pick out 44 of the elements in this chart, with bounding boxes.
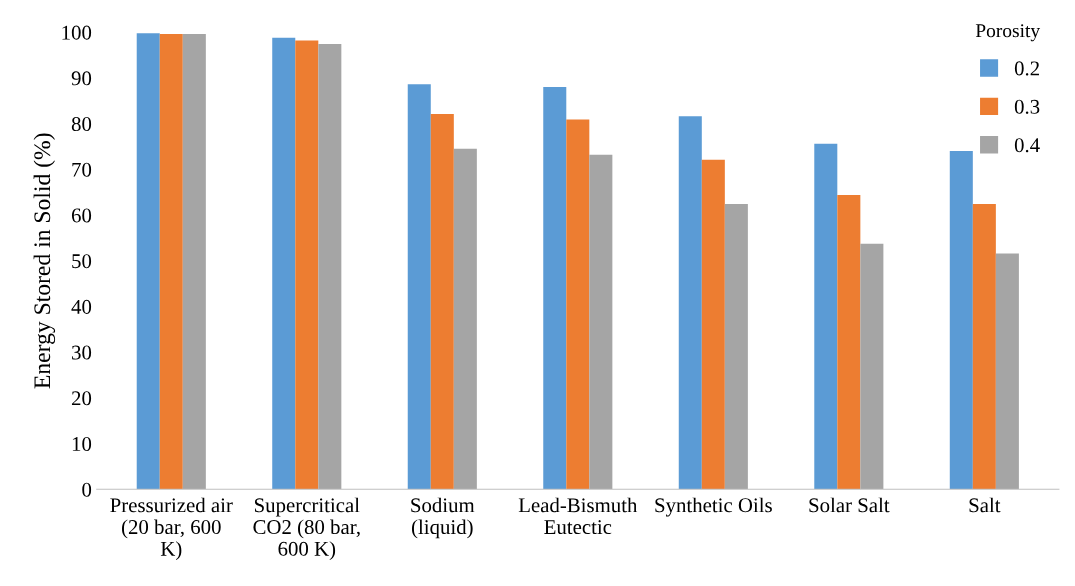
bar bbox=[837, 194, 861, 490]
bar bbox=[678, 116, 702, 490]
y-tick-label: 10 bbox=[72, 436, 92, 452]
y-axis-title: Energy Stored in Solid (%) bbox=[33, 133, 56, 389]
bar bbox=[159, 34, 183, 490]
y-tick-label: 80 bbox=[71, 117, 92, 132]
bar bbox=[272, 37, 296, 490]
legend-label: 0.3 bbox=[1014, 99, 1040, 114]
legend-label: 0.4 bbox=[1014, 138, 1040, 153]
x-tick-label: Sodium (liquid) bbox=[411, 497, 475, 539]
bar bbox=[136, 33, 160, 490]
x-tick-label: Solar Salt bbox=[809, 497, 890, 513]
x-tick-label: Supercritical CO2 (80 bar, 600 K) bbox=[253, 497, 360, 561]
y-tick-label: 60 bbox=[71, 208, 92, 223]
bar bbox=[972, 204, 996, 490]
bar bbox=[543, 87, 567, 490]
bar bbox=[453, 148, 477, 490]
y-tick-label: 70 bbox=[72, 162, 92, 177]
x-tick-label: Pressurized air (20 bar, 600 K) bbox=[110, 497, 233, 561]
legend-label: 0.2 bbox=[1014, 61, 1039, 76]
y-tick-label: 20 bbox=[71, 391, 92, 406]
y-tick-label: 30 bbox=[72, 345, 92, 360]
y-tick-label: 100 bbox=[62, 25, 92, 40]
bar bbox=[318, 44, 342, 490]
bar bbox=[701, 159, 725, 490]
bar bbox=[860, 243, 884, 490]
bar bbox=[566, 119, 590, 490]
bar bbox=[182, 34, 206, 490]
x-tick-label: Salt bbox=[969, 497, 1001, 513]
bar bbox=[407, 84, 431, 490]
y-tick-label: 90 bbox=[71, 71, 92, 86]
bar bbox=[589, 154, 613, 490]
x-tick-label: Lead-Bismuth Eutectic bbox=[518, 497, 638, 535]
bar bbox=[949, 151, 973, 490]
bar bbox=[814, 143, 838, 490]
legend-title: Porosity bbox=[975, 24, 1041, 42]
bar bbox=[995, 253, 1019, 490]
bar bbox=[295, 40, 319, 490]
bar bbox=[724, 204, 748, 490]
y-tick-label: 40 bbox=[71, 299, 92, 314]
bar bbox=[430, 114, 454, 490]
x-tick-label: Synthetic Oils bbox=[655, 497, 772, 517]
y-tick-label: 50 bbox=[72, 254, 92, 269]
y-tick-label: 0 bbox=[82, 482, 92, 497]
